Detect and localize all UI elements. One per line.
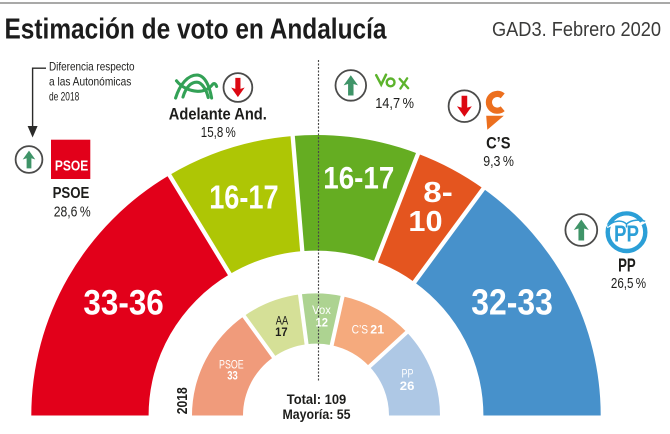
svg-text:8-: 8- [423, 177, 453, 209]
svg-text:12: 12 [316, 316, 329, 330]
svg-text:GAD3. Febrero 2020: GAD3. Febrero 2020 [492, 19, 661, 41]
svg-text:21: 21 [370, 324, 384, 336]
svg-text:PP: PP [614, 221, 639, 247]
svg-text:33-36: 33-36 [83, 283, 163, 323]
svg-text:2018: 2018 [174, 387, 191, 414]
svg-text:PP: PP [402, 369, 414, 381]
svg-text:16-17: 16-17 [323, 160, 394, 196]
svg-text:Diferencia respecto: Diferencia respecto [49, 59, 135, 73]
svg-text:Total: 109: Total: 109 [287, 391, 347, 407]
svg-text:14,7 %: 14,7 % [375, 96, 414, 112]
svg-text:PSOE: PSOE [53, 185, 90, 202]
svg-text:16-17: 16-17 [209, 178, 278, 215]
svg-text:26,5 %: 26,5 % [611, 276, 646, 292]
svg-text:9,3 %: 9,3 % [483, 154, 514, 170]
svg-text:PSOE: PSOE [219, 359, 244, 371]
svg-text:Mayoría: 55: Mayoría: 55 [283, 406, 351, 422]
svg-text:AA: AA [276, 315, 289, 327]
svg-text:10: 10 [408, 206, 442, 238]
svg-text:a las Autonómicas: a las Autonómicas [49, 74, 131, 88]
svg-text:de 2018: de 2018 [49, 89, 80, 103]
svg-text:PP: PP [618, 254, 636, 275]
svg-text:C’S: C’S [486, 134, 510, 152]
svg-text:15,8 %: 15,8 % [201, 125, 236, 141]
svg-text:17: 17 [275, 327, 288, 339]
svg-text:Estimación de voto en Andalucí: Estimación de voto en Andalucía [5, 13, 388, 45]
svg-text:26: 26 [400, 381, 415, 393]
svg-text:Vox: Vox [312, 303, 331, 317]
svg-text:Adelante And.: Adelante And. [169, 105, 267, 124]
svg-text:C’S: C’S [352, 324, 369, 336]
svg-text:33: 33 [227, 371, 238, 383]
svg-text:PSOE: PSOE [55, 158, 89, 174]
svg-text:32-33: 32-33 [471, 282, 553, 323]
svg-text:28,6 %: 28,6 % [54, 204, 91, 220]
